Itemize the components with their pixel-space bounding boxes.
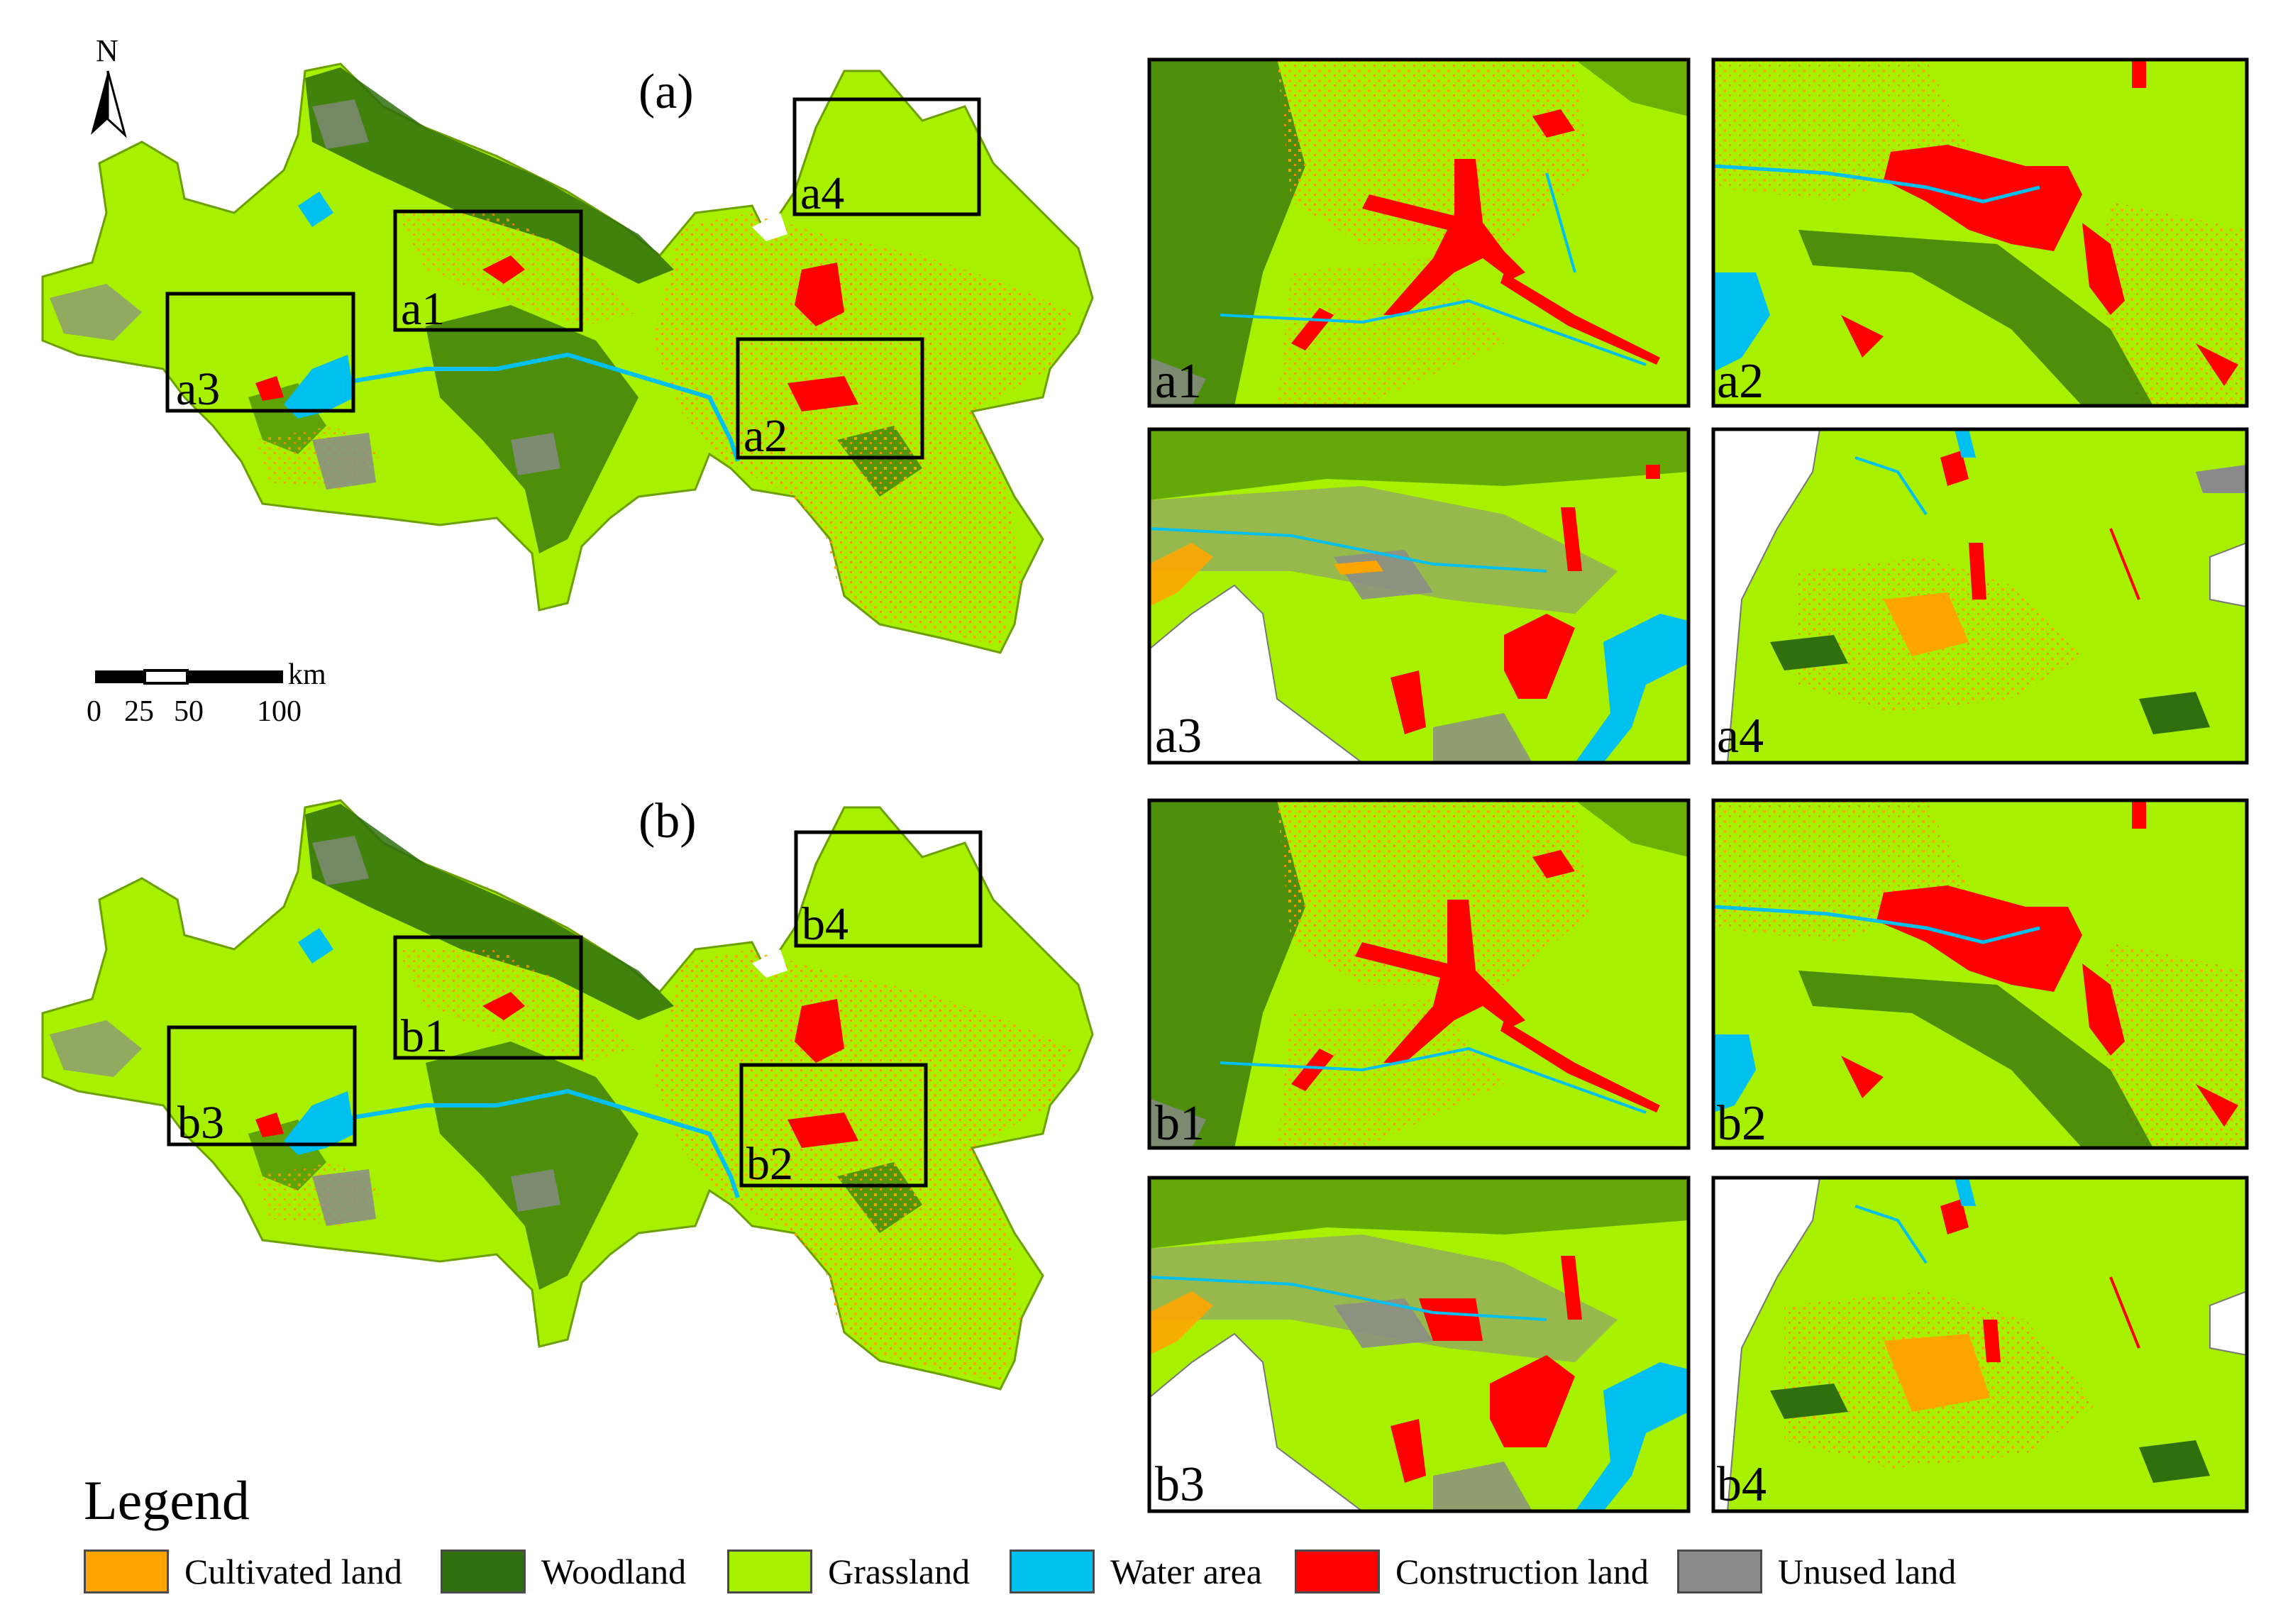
map-a-box-label-a4: a4 [800, 167, 844, 219]
map-b-unused-center [511, 1169, 560, 1212]
map-b-box-label-b1: b1 [401, 1010, 448, 1062]
map-b-box-label-b3: b3 [177, 1097, 224, 1149]
inset-b4-label: b4 [1717, 1457, 1767, 1512]
map-a-water-river [340, 352, 740, 462]
legend-item-woodland: Woodland [440, 1547, 687, 1596]
legend-label-construction-land: Construction land [1395, 1552, 1649, 1591]
legend-item-grassland: Grassland [727, 1547, 970, 1596]
map-a-box-a2 [736, 337, 924, 460]
inset-a4: a4 [1711, 427, 2249, 765]
map-b-unused-north [312, 836, 369, 885]
scale-bar-tick-25: 25 [124, 695, 154, 728]
legend-swatch-construction-land [1294, 1550, 1380, 1593]
map-a-title: (a) [639, 65, 694, 119]
study-area-map-b: b1 b2 b3 b4 (b) [41, 794, 1094, 1391]
inset-b2: b2 [1711, 798, 2249, 1151]
legend-label-cultivated-land: Cultivated land [184, 1552, 402, 1591]
map-a-construction-a2 [787, 376, 858, 411]
legend: Legend Cultivated land Woodland Grasslan… [84, 1469, 2255, 1611]
inset-a3-label: a3 [1155, 709, 1202, 763]
map-a-box-a4 [792, 97, 981, 216]
inset-b4: b4 [1711, 1176, 2249, 1513]
inset-a3: a3 [1147, 427, 1691, 765]
inset-a2-label: a2 [1717, 354, 1764, 409]
map-b-box-b1 [393, 935, 583, 1060]
legend-swatch-cultivated-land [84, 1550, 169, 1593]
legend-swatch-woodland [440, 1550, 526, 1593]
legend-label-unused-land: Unused land [1777, 1552, 1957, 1591]
map-a-unused-center [511, 433, 560, 475]
map-b-water-river [340, 1088, 740, 1198]
legend-swatch-unused-land [1676, 1550, 1762, 1593]
scale-bar-tick-100: 100 [257, 695, 302, 728]
inset-b1-label: b1 [1155, 1096, 1205, 1151]
map-b-construction-b2 [787, 1112, 858, 1148]
inset-b2-label: b2 [1717, 1096, 1767, 1151]
map-a-construction-city [795, 263, 844, 326]
inset-a1-label: a1 [1155, 354, 1202, 409]
map-a-box-a1 [393, 209, 583, 332]
legend-item-construction-land: Construction land [1294, 1547, 1649, 1596]
map-b-water-lake-west [298, 928, 333, 963]
scale-bar-unit: km [288, 658, 326, 691]
map-a-box-label-a2: a2 [744, 410, 787, 462]
inset-a2: a2 [1711, 57, 2249, 409]
inset-b3: b3 [1147, 1176, 1691, 1513]
map-a-cultivated-east [653, 213, 1071, 646]
map-b-box-b3 [167, 1025, 357, 1147]
inset-b3-label: b3 [1155, 1457, 1205, 1512]
map-b-unused-sw [312, 1169, 376, 1226]
map-a-unused-sw [312, 433, 376, 490]
map-a-gap [752, 213, 787, 241]
map-a-unused-west [50, 284, 142, 341]
inset-a1: a1 [1147, 57, 1691, 409]
legend-label-grassland: Grassland [828, 1552, 971, 1591]
map-b-unused-west [50, 1020, 142, 1077]
north-arrow-icon: N [91, 33, 127, 138]
inset-a4-label: a4 [1717, 709, 1764, 763]
map-a-box-label-a1: a1 [401, 283, 445, 335]
map-b-title: (b) [639, 794, 697, 849]
legend-label-woodland: Woodland [541, 1552, 687, 1591]
scale-bar-tick-50: 50 [174, 695, 204, 728]
map-b-cultivated-east [653, 949, 1071, 1382]
map-a-water-reservoir [284, 355, 355, 419]
map-b-construction-west [255, 1112, 284, 1137]
legend-items: Cultivated land Woodland Grassland Water… [84, 1547, 1956, 1596]
map-b-box-b2 [739, 1063, 928, 1188]
map-a-water-lake-west [298, 192, 333, 227]
map-b-box-label-b4: b4 [802, 898, 848, 950]
legend-item-water-area: Water area [1010, 1547, 1262, 1596]
scale-bar: km 0 25 50 100 [87, 658, 326, 728]
legend-item-cultivated-land: Cultivated land [84, 1547, 402, 1596]
north-arrow-label: N [96, 33, 118, 68]
legend-swatch-grassland [727, 1550, 813, 1593]
map-b-box-b4 [794, 830, 983, 948]
map-b-gap [752, 949, 787, 978]
study-area-map-a: a1 a2 a3 a4 (a) [41, 62, 1094, 654]
legend-swatch-water-area [1010, 1550, 1095, 1593]
map-b-box-label-b2: b2 [746, 1138, 793, 1190]
map-a-box-label-a3: a3 [176, 363, 220, 415]
map-b-construction-city [795, 999, 844, 1063]
map-a-construction-west [255, 376, 284, 401]
map-a-box-a3 [165, 292, 355, 413]
legend-item-unused-land: Unused land [1676, 1547, 1957, 1596]
map-b-construction-b1 [482, 992, 525, 1020]
legend-title: Legend [84, 1469, 250, 1531]
map-b-water-reservoir [284, 1091, 355, 1155]
legend-label-water-area: Water area [1110, 1552, 1262, 1591]
inset-b1: b1 [1147, 798, 1691, 1151]
map-a-construction-a1 [482, 255, 525, 284]
map-a-unused-north [312, 99, 369, 149]
scale-bar-tick-0: 0 [87, 695, 101, 728]
